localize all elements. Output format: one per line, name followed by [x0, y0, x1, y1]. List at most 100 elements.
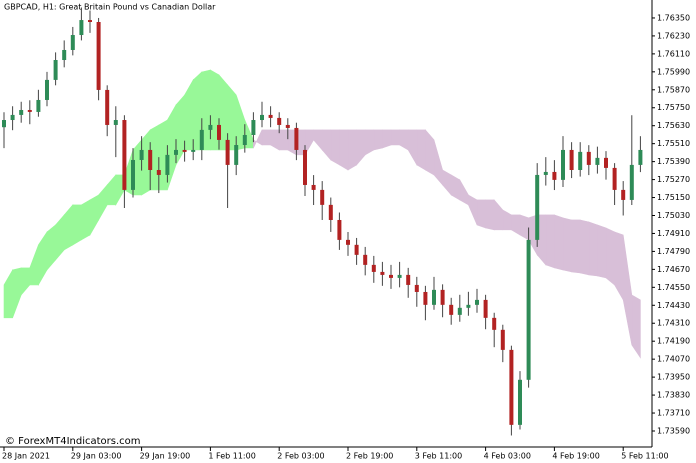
- candle-body: [234, 145, 239, 165]
- cloud-segment: [554, 214, 564, 271]
- cloud-segment: [339, 129, 349, 171]
- cloud-segment: [605, 227, 615, 286]
- candle-body: [268, 114, 273, 118]
- candle-body: [70, 35, 75, 50]
- y-tick-label: 1.74550: [657, 283, 690, 292]
- cloud-segment: [72, 204, 82, 246]
- cloud-segment: [588, 221, 598, 277]
- candle-body: [363, 254, 368, 265]
- watermark: © ForexMT4Indicators.com: [5, 436, 141, 447]
- candle-body: [27, 109, 32, 112]
- candle-body: [53, 60, 58, 80]
- y-tick-label: 1.75030: [657, 211, 690, 220]
- y-tick-label: 1.75630: [657, 121, 690, 130]
- cloud-segment: [373, 129, 383, 151]
- candle-body: [156, 170, 161, 175]
- candle-body: [389, 274, 393, 278]
- candle-body: [380, 271, 385, 275]
- cloud-segment: [579, 219, 590, 276]
- candle-body: [457, 307, 462, 315]
- candle-body: [500, 329, 505, 350]
- cloud-segment: [278, 129, 289, 151]
- cloud-segment: [382, 129, 392, 149]
- x-tick-label: 5 Feb 11:00: [621, 452, 668, 461]
- candle-body: [36, 99, 41, 112]
- x-tick-label: 28 Jan 2021: [2, 452, 50, 461]
- candle-body: [578, 151, 583, 171]
- candle-body: [466, 304, 471, 308]
- y-tick-label: 1.73710: [657, 409, 690, 418]
- cloud-segment: [390, 129, 400, 146]
- candle-body: [449, 304, 454, 315]
- candle-body: [191, 149, 196, 152]
- candle-body: [79, 20, 84, 36]
- cloud-segment: [571, 219, 581, 274]
- y-tick-label: 1.75750: [657, 103, 690, 112]
- candle-body: [225, 139, 230, 165]
- y-tick-label: 1.76230: [657, 31, 690, 40]
- candle-body: [518, 379, 522, 425]
- candle-body: [294, 127, 299, 150]
- candle-body: [595, 157, 600, 165]
- x-tick-label: 2 Feb 03:00: [277, 452, 324, 461]
- x-tick-label: 29 Jan 19:00: [140, 452, 191, 461]
- candle-body: [569, 149, 574, 171]
- y-tick-label: 1.75870: [657, 85, 690, 94]
- candle-body: [638, 149, 643, 165]
- candle-body: [174, 149, 178, 155]
- y-tick-label: 1.75510: [657, 139, 690, 148]
- candle-body: [182, 149, 187, 152]
- candle-body: [148, 149, 153, 171]
- cloud-segment: [476, 199, 486, 229]
- y-tick-label: 1.74790: [657, 247, 690, 256]
- cloud-segment: [330, 129, 340, 166]
- y-tick-label: 1.76350: [657, 13, 690, 22]
- candle-body: [406, 274, 411, 285]
- candle-body: [113, 120, 118, 125]
- plot-area: [2, 7, 643, 436]
- candle-body: [346, 239, 350, 245]
- candle-body: [320, 189, 325, 205]
- y-tick-label: 1.75990: [657, 67, 690, 76]
- candle-body: [260, 114, 264, 121]
- candle-body: [88, 20, 92, 22]
- x-tick-label: 4 Feb 03:00: [484, 452, 531, 461]
- candle-body: [217, 124, 221, 140]
- candle-body: [165, 154, 170, 175]
- candle-body: [139, 149, 144, 160]
- cloud-segment: [562, 217, 572, 273]
- cloud-segment: [416, 129, 426, 171]
- candle-body: [475, 299, 479, 305]
- y-tick-label: 1.74190: [657, 337, 690, 346]
- y-tick-label: 1.73830: [657, 391, 690, 400]
- candle-body: [122, 120, 127, 190]
- y-tick-label: 1.74670: [657, 265, 690, 274]
- candle-body: [414, 284, 419, 292]
- candle-body: [251, 120, 256, 135]
- cloud-segment: [631, 294, 641, 359]
- candle-body: [371, 264, 376, 272]
- candle-body: [242, 134, 247, 146]
- candle-body: [354, 244, 359, 255]
- candle-body: [397, 274, 402, 278]
- candle-body: [19, 109, 24, 115]
- chart-title: GBPCAD, H1: Great Britain Pound vs Canad…: [4, 3, 216, 12]
- candle-body: [612, 167, 617, 190]
- y-tick-label: 1.75270: [657, 175, 690, 184]
- candle-body: [285, 124, 290, 128]
- candle-body: [337, 219, 342, 240]
- cloud-segment: [81, 199, 91, 241]
- candle-body: [131, 159, 135, 190]
- candle-body: [604, 157, 608, 168]
- candle-body: [328, 204, 333, 220]
- candle-body: [208, 124, 213, 130]
- candle-body: [483, 299, 488, 318]
- candle-body: [492, 317, 497, 330]
- candle-body: [535, 174, 540, 240]
- candle-body: [423, 291, 428, 305]
- candle-body: [509, 349, 514, 425]
- cloud-segment: [347, 129, 357, 171]
- y-tick-label: 1.74910: [657, 229, 690, 238]
- candle-body: [526, 239, 531, 380]
